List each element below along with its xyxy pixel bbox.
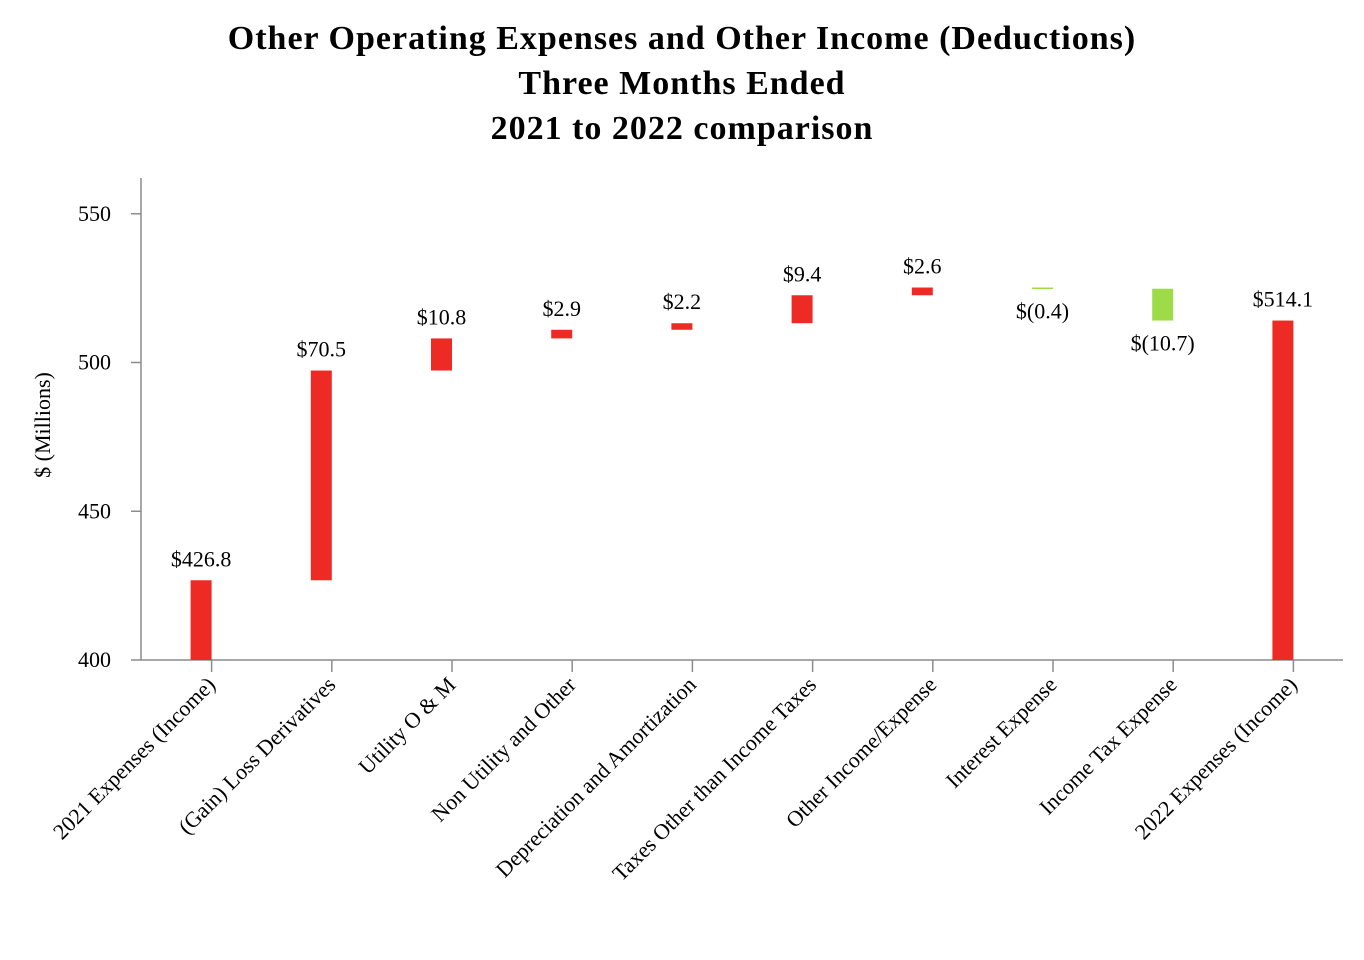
waterfall-bar	[671, 323, 693, 330]
waterfall-bar	[1032, 287, 1053, 290]
waterfall-bar	[1152, 288, 1174, 321]
y-tick-label: 450	[78, 498, 111, 523]
data-label: $(0.4)	[1016, 299, 1069, 324]
waterfall-bar	[911, 287, 933, 296]
waterfall-bar	[1272, 320, 1294, 660]
data-label: $426.8	[171, 546, 232, 571]
chart-data-labels: $426.8 $70.5 $10.8 $2.9 $2.2 $9.4 $2.6 $(0.4) $(…	[171, 254, 1313, 572]
data-label: $514.1	[1253, 287, 1314, 312]
data-label: $2.9	[542, 296, 581, 321]
data-label: $(10.7)	[1131, 331, 1195, 356]
chart-title-line-2: Three Months Ended	[518, 65, 846, 102]
data-label: $2.6	[903, 254, 942, 279]
data-label: $2.2	[663, 289, 702, 314]
data-label: $10.8	[417, 304, 467, 329]
data-label: $9.4	[783, 261, 822, 286]
waterfall-bar	[310, 370, 332, 581]
chart-title: Other Operating Expenses and Other Incom…	[0, 16, 1364, 151]
y-tick-label: 500	[78, 350, 111, 375]
x-tick-label: Depreciation and Amortization	[491, 672, 701, 882]
y-axis-label: $ (Millions)	[30, 372, 55, 478]
x-tick-label: Interest Expense	[941, 672, 1062, 793]
x-tick-label: Taxes Other than Income Taxes	[607, 672, 821, 886]
data-label: $70.5	[297, 337, 347, 362]
waterfall-bar	[431, 338, 452, 371]
y-tick-label: 550	[78, 201, 111, 226]
waterfall-bar	[791, 295, 813, 324]
y-tick-label: 400	[78, 647, 111, 672]
x-tick-label: Utility O & M	[353, 672, 460, 779]
chart-bars	[190, 287, 1294, 660]
waterfall-bar	[551, 329, 573, 339]
waterfall-bar	[190, 580, 212, 660]
chart-title-line-1: Other Operating Expenses and Other Incom…	[227, 20, 1137, 57]
chart-title-line-3: 2021 to 2022 comparison	[490, 110, 874, 147]
